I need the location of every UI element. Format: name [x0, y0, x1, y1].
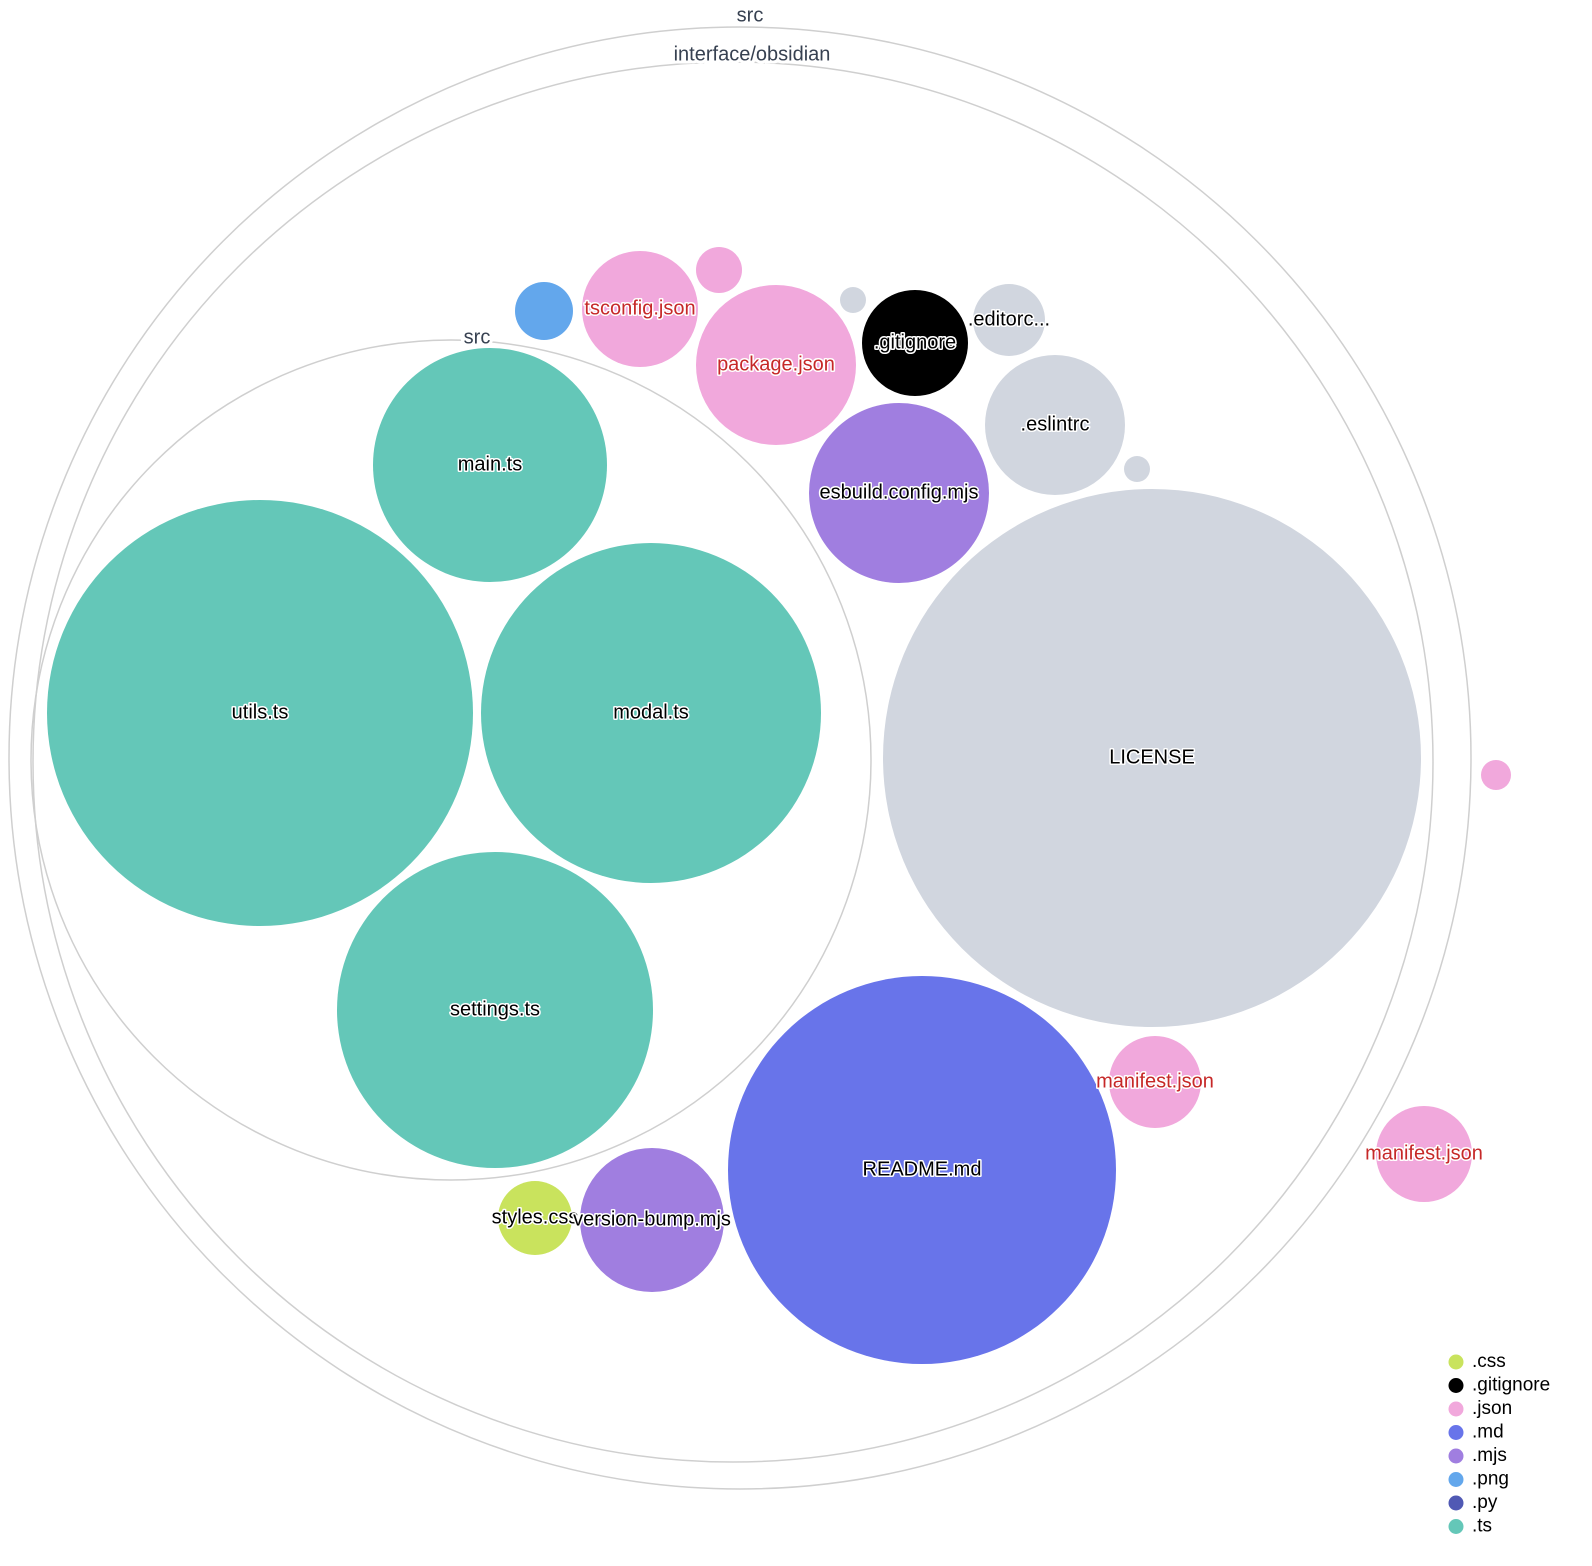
legend-label: .gitignore — [1472, 1375, 1550, 1396]
file-label: esbuild.config.mjs — [820, 481, 979, 503]
file-circle — [582, 251, 698, 367]
legend-swatch — [1448, 1519, 1464, 1534]
legend-label: .css — [1472, 1351, 1506, 1372]
file-circle — [985, 355, 1125, 495]
file-label: manifest.json — [1365, 1142, 1483, 1164]
file-circle — [580, 1148, 724, 1292]
legend-swatch — [1448, 1401, 1464, 1417]
file-circle — [1109, 1036, 1201, 1128]
file-circle — [481, 543, 821, 883]
file-circle — [47, 500, 473, 926]
file-label: README.md — [863, 1158, 982, 1180]
file-circle — [973, 284, 1045, 356]
file-label: .editorc... — [968, 308, 1050, 330]
legend-swatch — [1448, 1425, 1464, 1440]
file-circle — [337, 852, 653, 1168]
legend-label: .mjs — [1472, 1445, 1507, 1466]
file-circle — [498, 1181, 572, 1255]
file-label: LICENSE — [1109, 746, 1195, 768]
file-circle — [883, 489, 1421, 1027]
file-label: styles.css — [492, 1206, 579, 1228]
legend: .css .gitignore.json .md.mjs .png.py .ts — [1448, 1351, 1550, 1537]
file-circle — [840, 287, 866, 313]
file-circle — [728, 976, 1116, 1364]
legend-swatch — [1448, 1495, 1464, 1511]
file-circle — [1124, 456, 1150, 482]
legend-swatch — [1448, 1378, 1464, 1393]
legend-label: .md — [1472, 1422, 1504, 1443]
folder-label: src — [737, 4, 764, 26]
files: main.ts utils.ts modal.ts settings.ts LICENS… — [47, 251, 1484, 1364]
legend-label: .py — [1472, 1492, 1498, 1513]
folder-circle — [30, 339, 872, 1181]
legend-label: .ts — [1472, 1516, 1492, 1537]
legend-swatch — [1448, 1448, 1464, 1464]
file-label: utils.ts — [232, 701, 289, 723]
folder-circle — [8, 26, 1472, 1490]
file-label: .gitignore — [874, 331, 956, 353]
file-label: manifest.json — [1096, 1070, 1214, 1092]
file-label: version-bump.mjs — [573, 1208, 731, 1230]
folder-circle — [32, 61, 1434, 1463]
file-label: tsconfig.json — [584, 297, 695, 319]
file-label: modal.ts — [613, 701, 689, 723]
legend-swatch — [1448, 1354, 1464, 1370]
file-label: .eslintrc — [1021, 413, 1090, 435]
folder-label: interface/obsidian — [674, 43, 831, 65]
legend-label: .json — [1472, 1398, 1512, 1419]
file-label: main.ts — [458, 453, 522, 475]
file-circle — [696, 247, 742, 293]
file-circle — [809, 403, 989, 583]
file-label: package.json — [717, 353, 835, 375]
folder-label: src — [464, 326, 491, 348]
legend-swatch — [1448, 1472, 1464, 1487]
file-circle — [862, 290, 968, 396]
file-circle — [1376, 1106, 1472, 1202]
legend-label: .png — [1472, 1469, 1509, 1490]
file-label: settings.ts — [450, 998, 540, 1020]
file-circle — [696, 285, 856, 445]
file-circle — [515, 282, 573, 340]
file-circle — [1481, 760, 1511, 790]
file-circle — [373, 348, 607, 582]
